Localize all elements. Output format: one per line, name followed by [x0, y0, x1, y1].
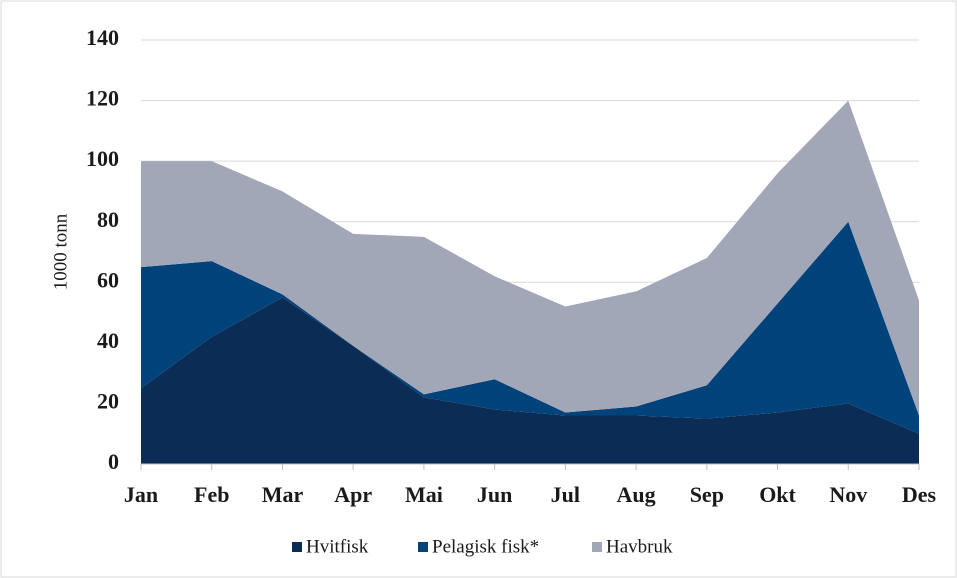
x-tick-label: Jul	[551, 482, 580, 507]
area	[141, 221, 919, 434]
area	[141, 297, 919, 464]
x-tick-label: Nov	[829, 482, 867, 507]
y-tick-label: 80	[97, 207, 119, 232]
x-tick-label: Mar	[262, 482, 304, 507]
legend-swatch	[292, 542, 302, 552]
legend-swatch	[418, 542, 428, 552]
x-tick-label: Okt	[759, 482, 796, 507]
legend-label: Pelagisk fisk*	[432, 536, 539, 557]
x-tick-label: Des	[902, 482, 937, 507]
x-tick-label: Feb	[194, 482, 229, 507]
x-tick-label: Mai	[405, 482, 443, 507]
x-tick-label: Apr	[334, 482, 372, 507]
y-tick-label: 100	[86, 146, 119, 171]
x-tick-label: Jun	[477, 482, 512, 507]
legend-label: Havbruk	[606, 536, 673, 557]
y-tick-label: 120	[86, 86, 119, 111]
x-tick-label: Aug	[617, 482, 656, 507]
y-axis-label: 1000 tonn	[50, 213, 71, 290]
legend-label: Hvitfisk	[306, 536, 369, 557]
x-tick-label: Sep	[690, 482, 724, 507]
y-tick-label: 20	[97, 388, 119, 413]
y-tick-label: 0	[108, 449, 119, 474]
legend-swatch	[592, 542, 602, 552]
y-tick-label: 40	[97, 328, 119, 353]
y-tick-label: 60	[97, 267, 119, 292]
x-tick-label: Jan	[124, 482, 158, 507]
area	[141, 100, 919, 416]
y-tick-label: 140	[86, 25, 119, 50]
